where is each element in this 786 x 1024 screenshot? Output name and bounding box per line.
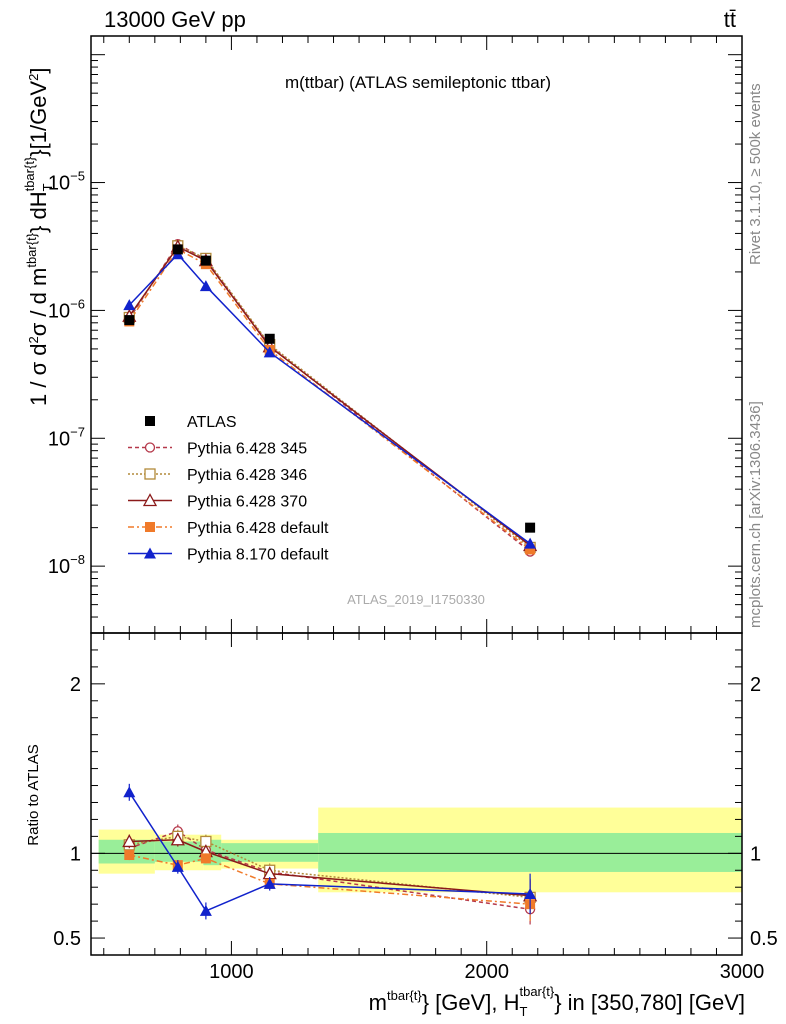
data-point (264, 333, 275, 344)
legend-label-2: Pythia 6.428 370 (187, 494, 307, 511)
ratio-y-axis-label: Ratio to ATLAS (25, 744, 42, 845)
ratio-frame (90, 632, 743, 956)
x-tick-label: 3000 (720, 961, 765, 983)
energy-label: 13000 GeV pp (104, 7, 246, 32)
ratio-point-2 (170, 832, 185, 846)
y-tick-label: 10−6 (48, 296, 85, 322)
ratio-panel (90, 632, 743, 956)
x-tick-label: 2000 (464, 961, 509, 983)
ratio-band-inner-4 (318, 832, 742, 872)
x-tick-label: 1000 (209, 961, 254, 983)
ratio-band-inner-1 (154, 841, 204, 862)
series-point-4 (263, 346, 276, 358)
upper-frame (90, 35, 743, 634)
process-label: tt̄ (724, 7, 736, 32)
ratio-point-4 (123, 786, 136, 798)
ratio-tick-label-left: 2 (70, 674, 81, 696)
mcplots-label: mcplots.cern.ch [arXiv:1306.3436] (747, 401, 764, 628)
ratio-band-inner-3 (221, 843, 319, 862)
data-point (124, 315, 135, 326)
chart-title: m(ttbar) (ATLAS semileptonic ttbar) (285, 73, 551, 92)
ratio-point-3 (124, 850, 135, 861)
ratio-point-4 (263, 877, 276, 889)
ratio-point-2 (122, 834, 137, 848)
legend-marker-4 (144, 547, 156, 559)
ratio-tick-label-left: 1 (70, 843, 81, 865)
x-axis-label: mtbar{t}} [GeV], HTtbar{t}} in [350,780]… (369, 984, 745, 1019)
legend-marker-3 (145, 522, 155, 532)
series-point-4 (524, 537, 537, 549)
y-tick-label: 10−7 (48, 424, 85, 450)
upper-panel (90, 35, 743, 634)
y-axis-label: 1 / σ d2σ / d mtbar{t}} dHTtbar{t}}[1/Ge… (22, 68, 55, 406)
rivet-label: Rivet 3.1.10, ≥ 500k events (747, 83, 764, 265)
data-point (172, 244, 183, 255)
series-line-3 (128, 248, 531, 551)
legend-marker-data (145, 416, 155, 426)
ratio-line-3 (129, 854, 531, 905)
ratio-point-3 (200, 853, 211, 864)
legend-label-4: Pythia 8.170 default (187, 547, 329, 564)
y-tick-label: 10−8 (48, 552, 85, 578)
legend-label-0: Pythia 6.428 345 (187, 441, 307, 458)
legend: ATLAS Pythia 6.428 345 Pythia 6.428 346 Pyt… (128, 414, 329, 564)
data-point (525, 522, 536, 533)
legend-marker-2 (142, 493, 158, 507)
ratio-tick-label-right: 0.5 (750, 928, 778, 950)
ratio-point-4 (171, 860, 184, 872)
ratio-tick-label-left: 0.5 (53, 928, 81, 950)
series-point-4 (199, 280, 212, 292)
data-point (200, 255, 211, 266)
series-point-3 (525, 544, 536, 555)
ratio-point-4 (199, 904, 212, 916)
analysis-label: ATLAS_2019_I1750330 (347, 592, 485, 607)
legend-marker-0 (144, 442, 156, 453)
series-point-4 (123, 299, 136, 311)
legend-label-3: Pythia 6.428 default (187, 520, 329, 537)
y-tick-label: 10−5 (48, 169, 85, 195)
legend-label-1: Pythia 6.428 346 (187, 467, 307, 484)
ratio-tick-label-right: 1 (750, 843, 761, 865)
legend-label-data: ATLAS (187, 414, 237, 431)
legend-marker-1 (144, 468, 156, 480)
ratio-point-4 (524, 887, 537, 899)
ratio-tick-label-right: 2 (750, 674, 761, 696)
